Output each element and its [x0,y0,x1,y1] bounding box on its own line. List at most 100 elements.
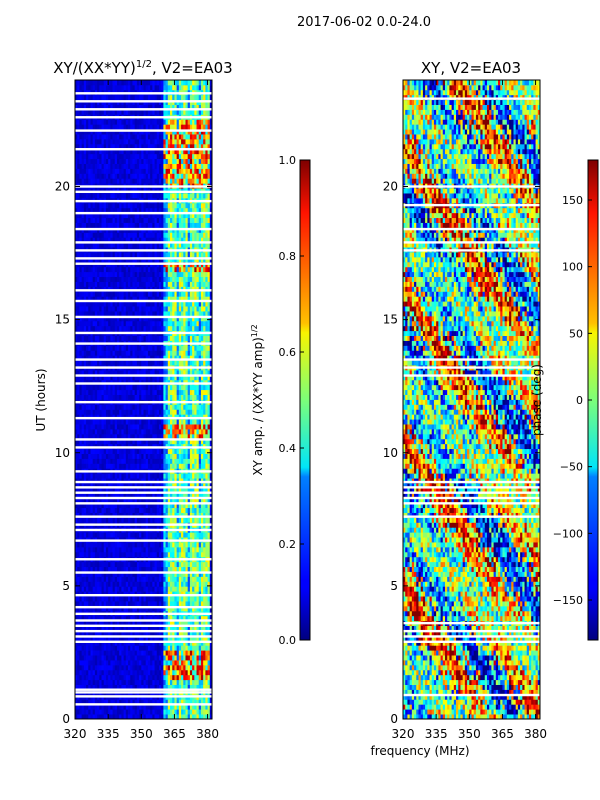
heatmap-cell [103,458,107,464]
heatmap-cell [174,389,178,395]
heatmap-cell [163,625,166,631]
heatmap-cell [81,517,85,523]
heatmap-cell [165,635,169,641]
heatmap-cell [79,497,83,504]
heatmap-cell [108,542,111,548]
heatmap-cell [75,645,78,651]
heatmap-cell [103,655,107,661]
heatmap-cell [147,404,151,410]
heatmap-cell [165,404,169,410]
heatmap-cell [189,635,193,641]
heatmap-cell [152,433,155,440]
heatmap-cell [116,512,120,518]
heatmap-cell [75,586,78,592]
heatmap-cell [150,660,153,666]
heatmap-cell [172,335,175,341]
heatmap-cell [167,640,171,646]
heatmap-cell [88,453,91,459]
heatmap-cell [178,355,182,361]
heatmap-cell [110,478,113,484]
heatmap-cell [121,542,125,548]
heatmap-cell [79,581,83,587]
heatmap-cell [134,591,138,597]
heatmap-cell [178,645,182,651]
heatmap-cell [141,640,144,646]
heatmap-cell [88,551,91,558]
heatmap-cell [92,512,96,518]
heatmap-cell [145,394,149,400]
heatmap-cell [189,335,193,341]
heatmap-cell [205,502,208,509]
heatmap-cell [196,561,200,568]
heatmap-cell [156,684,160,690]
heatmap-cell [147,458,151,464]
heatmap-cell [119,546,122,553]
heatmap-cell [174,453,178,459]
heatmap-cell [163,473,166,479]
heatmap-cell [150,458,153,464]
heatmap-cell [88,615,91,622]
heatmap-cell [116,374,120,381]
heatmap-cell [92,487,96,494]
heatmap-cell [136,674,140,681]
heatmap-cell [97,640,100,646]
heatmap-cell [108,620,111,627]
heatmap-cell [172,512,175,518]
heatmap-cell [79,507,83,513]
heatmap-cell [101,374,105,381]
heatmap-cell [141,635,144,641]
heatmap-cell [94,669,98,676]
heatmap-cell [147,389,151,395]
heatmap-cell [192,428,195,435]
heatmap-cell [110,709,113,715]
heatmap-cell [86,601,89,607]
heatmap-cell [86,483,89,489]
heatmap-cell [130,487,133,494]
heatmap-cell [192,684,195,690]
heatmap-cell [88,709,91,715]
heatmap-cell [161,512,164,518]
heatmap-cell [143,660,147,666]
heatmap-cell [75,601,78,607]
heatmap-cell [101,507,105,513]
heatmap-cell [99,591,102,597]
heatmap-cell [196,453,200,459]
heatmap-cell [121,419,125,425]
heatmap-cell [152,374,155,381]
heatmap-cell [178,605,182,612]
heatmap-cell [83,630,87,636]
heatmap-cell [152,497,155,504]
heatmap-cell [81,335,85,341]
heatmap-cell [192,414,195,420]
heatmap-cell [200,542,204,548]
heatmap-cell [154,674,158,681]
heatmap-cell [119,433,122,440]
heatmap-cell [92,478,96,484]
heatmap-cell [167,497,171,504]
heatmap-cell [81,492,85,499]
heatmap-cell [158,625,162,631]
heatmap-cell [128,473,131,479]
heatmap-cell [161,615,164,622]
heatmap-cell [123,502,127,509]
heatmap-cell [205,473,208,479]
heatmap-cell [81,463,85,469]
heatmap-cell [161,704,164,710]
heatmap-cell [132,561,136,568]
heatmap-cell [116,546,120,553]
heatmap-cell [203,620,206,627]
heatmap-cell [205,714,208,719]
heatmap-cell [81,394,85,400]
heatmap-cell [154,546,158,553]
heatmap-cell [81,581,85,587]
heatmap-cell [139,591,142,597]
heatmap-cell [194,487,197,494]
heatmap-cell [121,433,125,440]
heatmap-cell [88,620,91,627]
heatmap-cell [156,404,160,410]
heatmap-cell [97,601,100,607]
heatmap-cell [141,566,144,572]
heatmap-cell [147,414,151,420]
heatmap-cell [196,551,200,558]
heatmap-cell [150,630,153,636]
